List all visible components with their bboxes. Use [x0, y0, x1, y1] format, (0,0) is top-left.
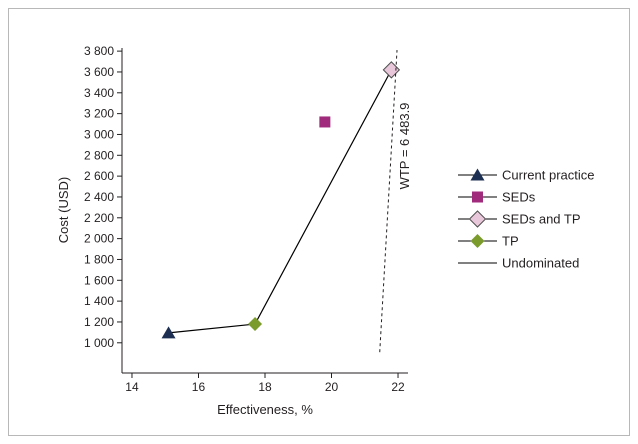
x-tick-label: 14	[125, 380, 139, 394]
wtp-label: WTP = 6 483.9	[397, 103, 412, 190]
legend-label-current-practice: Current practice	[502, 168, 594, 183]
point-current-practice	[161, 326, 176, 339]
legend-label-tp: TP	[502, 234, 519, 249]
legend-marker-tp	[470, 234, 485, 248]
y-tick-label: 2 000	[84, 232, 114, 246]
y-tick-label: 1 400	[84, 294, 114, 308]
legend: Current practice SEDs SEDs and TP TP Undomin…	[458, 168, 594, 271]
x-tick-label: 20	[325, 380, 339, 394]
y-tick-label: 3 400	[84, 86, 114, 100]
y-tick-label: 3 800	[84, 44, 114, 58]
y-tick-label: 1 600	[84, 273, 114, 287]
legend-marker-current-practice	[470, 168, 485, 181]
x-tick-label: 16	[192, 380, 206, 394]
legend-label-undominated: Undominated	[502, 256, 579, 271]
y-axis-title: Cost (USD)	[56, 177, 71, 243]
wtp-threshold-line	[379, 50, 398, 353]
wtp-annotation: WTP = 6 483.9	[379, 50, 412, 353]
axes: 1 000 1 200 1 400 1 600 1 800 2 000 2 200 2 400…	[84, 44, 408, 394]
y-tick-label: 2 800	[84, 148, 114, 162]
legend-label-seds-and-tp: SEDs and TP	[502, 212, 581, 227]
y-tick-label: 1 200	[84, 315, 114, 329]
x-axis-title: Effectiveness, %	[217, 402, 313, 417]
y-tick-label: 3 000	[84, 127, 114, 141]
y-tick-label: 2 200	[84, 211, 114, 225]
x-tick-label: 22	[391, 380, 405, 394]
y-tick-label: 3 200	[84, 107, 114, 121]
y-tick-label: 1 000	[84, 336, 114, 350]
legend-marker-seds	[472, 191, 483, 203]
x-tick-label: 18	[258, 380, 272, 394]
y-tick-label: 1 800	[84, 252, 114, 266]
legend-label-seds: SEDs	[502, 190, 536, 205]
y-tick-label: 2 400	[84, 190, 114, 204]
point-tp	[248, 317, 263, 332]
point-seds	[319, 116, 331, 128]
plot-marks	[161, 61, 401, 339]
legend-marker-seds-and-tp	[468, 210, 487, 228]
y-tick-label: 3 600	[84, 65, 114, 79]
y-tick-label: 2 600	[84, 169, 114, 183]
figure-frame	[8, 8, 630, 436]
